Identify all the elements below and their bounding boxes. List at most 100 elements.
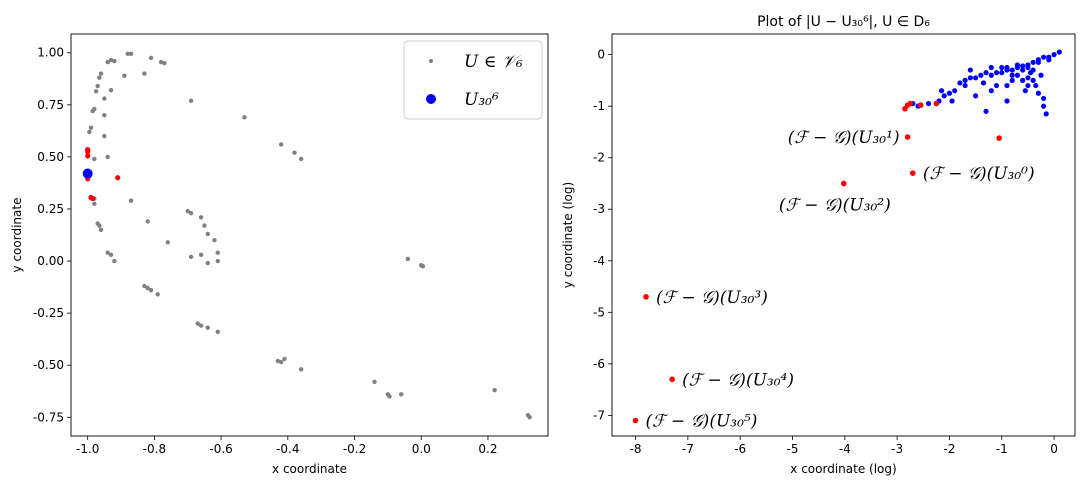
- series-1: [87, 51, 532, 420]
- y-tick-label: -2: [593, 151, 605, 165]
- data-point: [92, 156, 97, 162]
- data-point: [1014, 62, 1021, 68]
- data-point: [967, 67, 973, 73]
- data-point: [1020, 77, 1026, 83]
- data-point: [102, 113, 107, 118]
- data-point: [185, 208, 190, 214]
- data-point: [1038, 72, 1044, 78]
- x-tick-label: -1: [996, 442, 1008, 456]
- data-point: [983, 108, 989, 114]
- x-tick-label: -8: [630, 442, 642, 456]
- data-point: [993, 70, 1000, 76]
- data-point: [996, 135, 1002, 141]
- data-point: [1022, 88, 1028, 94]
- data-point: [1056, 49, 1062, 55]
- data-point: [1043, 111, 1049, 117]
- data-point: [949, 98, 955, 104]
- data-point: [162, 60, 167, 66]
- data-point: [643, 294, 649, 300]
- data-point: [1041, 54, 1047, 60]
- data-point: [1025, 64, 1031, 71]
- data-point: [148, 287, 154, 293]
- legend-marker: [426, 94, 436, 104]
- annotation: (ℱ − 𝒢)(U₃₀³): [656, 288, 768, 308]
- data-point: [215, 329, 220, 335]
- x-tick-label: -1.0: [76, 442, 99, 456]
- data-point: [112, 58, 117, 64]
- y-tick-label: -7: [593, 408, 605, 422]
- data-point: [910, 170, 916, 176]
- data-point: [105, 59, 110, 65]
- data-point: [298, 156, 304, 162]
- data-point: [212, 238, 217, 243]
- series-1: [910, 49, 1062, 117]
- data-point: [102, 96, 107, 101]
- data-point: [904, 134, 911, 140]
- data-point: [917, 102, 924, 108]
- data-point: [85, 149, 91, 155]
- data-point: [242, 115, 247, 120]
- data-point: [1009, 67, 1015, 73]
- data-point: [278, 142, 284, 147]
- data-point: [198, 215, 204, 220]
- y-tick-label: -6: [593, 357, 605, 371]
- data-point: [1051, 52, 1057, 58]
- data-point: [102, 133, 107, 139]
- data-point: [205, 231, 210, 237]
- data-point: [988, 72, 994, 78]
- y-tick-label: 0.25: [37, 202, 64, 216]
- data-point: [87, 129, 92, 135]
- y-tick-label: -5: [593, 305, 605, 319]
- data-point: [399, 392, 404, 397]
- data-point: [155, 292, 160, 297]
- data-point: [1035, 59, 1041, 65]
- x-tick-label: -3: [891, 442, 903, 456]
- data-point: [1033, 82, 1039, 89]
- y-tick-label: 0.75: [37, 98, 64, 112]
- data-point: [142, 71, 147, 76]
- data-point: [938, 88, 945, 94]
- data-point: [957, 80, 963, 86]
- data-point: [933, 100, 940, 107]
- data-point: [282, 356, 287, 362]
- x-tick-label: -7: [682, 442, 694, 456]
- x-tick-label: -4: [839, 442, 851, 456]
- data-point: [988, 88, 994, 94]
- data-point: [188, 98, 194, 103]
- annotation: (ℱ − 𝒢)(U₃₀¹): [788, 128, 900, 148]
- data-point: [972, 75, 979, 81]
- x-tick-label: -0.4: [276, 442, 299, 456]
- data-point: [1035, 90, 1041, 96]
- data-point: [907, 100, 914, 107]
- x-tick-label: -2: [943, 442, 955, 456]
- data-point: [195, 321, 200, 326]
- data-point: [988, 64, 994, 71]
- data-point: [972, 93, 979, 99]
- x-tick-label: -5: [787, 442, 799, 456]
- data-point: [1046, 57, 1052, 63]
- data-point: [275, 358, 281, 364]
- legend-marker: [429, 59, 433, 63]
- data-point: [198, 252, 204, 257]
- x-tick-label: -0.2: [343, 442, 366, 456]
- plot-frame: [611, 33, 1076, 437]
- data-point: [128, 198, 134, 203]
- chart-1: -1.0 -0.8 -0.6 -0.4 -0.2 0.0 0.2 -0.75 -0.50 -0.2…: [10, 33, 549, 476]
- data-point: [967, 75, 973, 81]
- data-point: [115, 175, 121, 181]
- x-tick-label: -0.6: [209, 442, 232, 456]
- data-point: [980, 80, 987, 86]
- y-tick-label: 0.00: [37, 254, 64, 268]
- data-point: [993, 82, 1000, 89]
- data-point: [88, 125, 94, 130]
- data-point: [98, 71, 104, 76]
- data-point: [198, 323, 204, 328]
- data-point: [1009, 77, 1015, 83]
- data-point: [387, 394, 392, 399]
- y-tick-label: -0.75: [33, 410, 64, 424]
- data-point: [90, 108, 95, 114]
- data-point: [1004, 98, 1010, 104]
- y-tick-label: 0.50: [37, 150, 64, 164]
- data-point: [95, 83, 100, 89]
